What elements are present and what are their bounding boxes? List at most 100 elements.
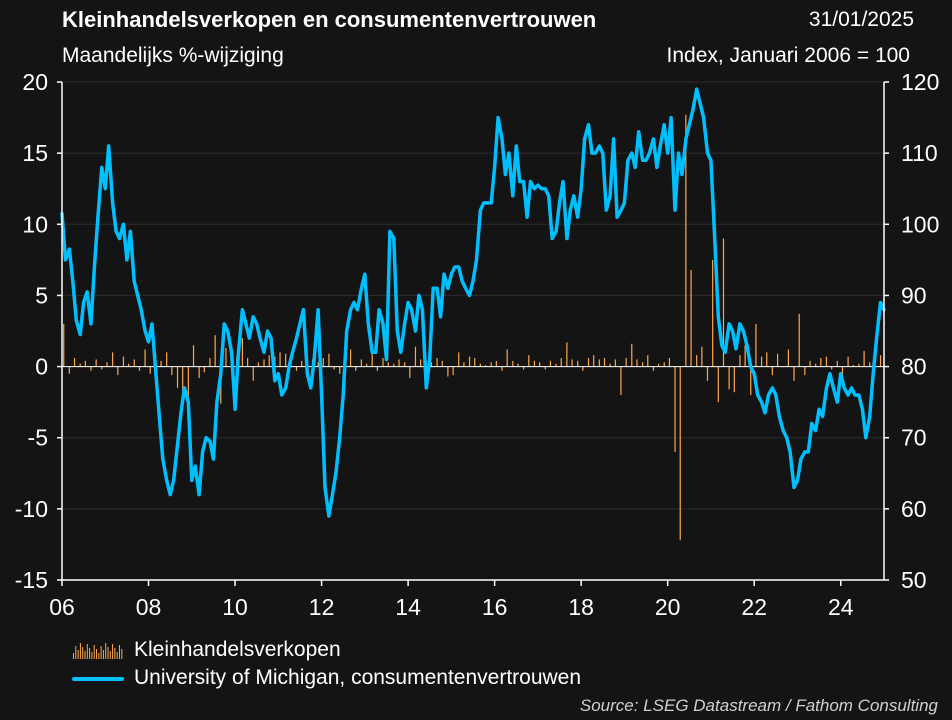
retail-bar	[182, 366, 184, 407]
x-tick-label: 08	[136, 594, 162, 620]
retail-bar	[685, 114, 687, 367]
legend-mini-bar	[98, 653, 100, 659]
legend-mini-bar	[119, 645, 120, 659]
legend: Kleinhandelsverkopen University of Michi…	[72, 636, 581, 692]
legend-mini-bar	[77, 650, 79, 659]
retail-bar	[631, 343, 633, 367]
retail-bar	[149, 366, 151, 374]
retail-bar	[365, 363, 368, 367]
sentiment-line	[60, 87, 886, 518]
retail-bar	[79, 363, 81, 367]
legend-mini-bar	[114, 648, 116, 659]
retail-bar	[577, 360, 579, 367]
legend-mini-bar	[116, 652, 118, 659]
retail-bar	[490, 362, 492, 367]
legend-mini-bar	[82, 647, 84, 659]
retail-sales-bars	[63, 114, 882, 541]
legend-mini-bar	[79, 643, 81, 659]
retail-bar	[836, 360, 838, 367]
retail-bar	[376, 366, 378, 371]
retail-bar	[166, 352, 168, 367]
retail-bar	[95, 359, 97, 367]
retail-bar	[582, 366, 584, 371]
legend-mini-bar	[75, 646, 77, 659]
retail-bar	[387, 362, 389, 367]
retail-bar	[636, 359, 638, 367]
legend-mini-bar	[91, 652, 93, 659]
x-tick-label: 16	[482, 594, 508, 620]
retail-bar	[690, 269, 692, 367]
retail-bar	[523, 366, 525, 370]
retail-bar	[430, 362, 433, 367]
retail-bar	[793, 366, 795, 381]
legend-mini-bar	[102, 650, 104, 659]
retail-bar	[198, 366, 200, 378]
x-tick-label: 20	[655, 594, 681, 620]
retail-bar	[755, 323, 757, 367]
retail-bar	[295, 366, 298, 371]
retail-bar	[144, 349, 146, 367]
retail-bar	[128, 363, 130, 367]
retail-bar	[674, 366, 676, 452]
retail-bar	[63, 323, 65, 367]
retail-bar	[614, 359, 616, 367]
retail-bar	[474, 358, 476, 367]
retail-bar	[528, 355, 530, 367]
retail-bar	[171, 366, 173, 376]
right-tick-label: 90	[901, 282, 927, 308]
legend-mini-bar	[112, 644, 114, 659]
retail-bar	[560, 358, 562, 367]
retail-bar	[68, 366, 70, 374]
left-tick-label: -10	[15, 496, 48, 522]
retail-bar	[285, 353, 287, 367]
retail-bar	[241, 338, 244, 367]
x-tick-label: 10	[222, 594, 248, 620]
axes	[57, 81, 889, 586]
retail-bar	[138, 366, 141, 371]
legend-line-swatch	[72, 667, 124, 689]
retail-bar	[187, 366, 189, 403]
legend-mini-bar	[105, 643, 107, 659]
retail-bar	[420, 359, 422, 367]
retail-bar	[722, 238, 725, 367]
retail-bar	[246, 358, 249, 367]
retail-bar	[533, 360, 536, 367]
retail-bar	[852, 365, 854, 367]
retail-bar	[317, 362, 319, 367]
right-tick-label: 70	[901, 425, 927, 451]
chart-title: Kleinhandelsverkopen en consumentenvertr…	[62, 7, 597, 32]
retail-bar	[393, 363, 395, 367]
left-axis-unit: Maandelijks %-wijziging	[62, 44, 284, 67]
x-tick-label: 22	[741, 594, 767, 620]
retail-bar	[728, 366, 730, 390]
retail-bar	[679, 366, 681, 541]
retail-bar	[436, 358, 438, 367]
retail-bar	[620, 366, 622, 396]
right-tick-label: 110	[901, 140, 938, 166]
retail-bar	[587, 358, 590, 367]
legend-mini-bar	[107, 647, 109, 659]
retail-bar	[322, 358, 324, 367]
retail-bar	[863, 350, 865, 367]
retail-bar	[706, 366, 709, 381]
retail-bar	[539, 362, 541, 367]
x-tick-label: 18	[568, 594, 594, 620]
retail-bar	[112, 352, 114, 367]
retail-bar	[841, 366, 844, 380]
legend-label-retail: Kleinhandelsverkopen	[134, 638, 341, 661]
retail-bar	[398, 359, 400, 367]
right-axis-unit: Index, Januari 2006 = 100	[666, 44, 910, 67]
retail-bar	[382, 358, 384, 367]
retail-bar	[652, 366, 655, 371]
retail-bar	[701, 346, 703, 367]
retail-bar	[501, 366, 503, 371]
retail-bar	[598, 359, 600, 367]
legend-mini-bar	[89, 648, 91, 659]
retail-bar	[717, 366, 719, 403]
left-tick-label: 10	[22, 211, 48, 237]
retail-bar	[831, 366, 833, 370]
retail-bar	[512, 360, 514, 367]
right-tick-label: 120	[901, 69, 939, 95]
legend-mini-bar	[109, 651, 111, 659]
retail-bar	[641, 362, 644, 367]
